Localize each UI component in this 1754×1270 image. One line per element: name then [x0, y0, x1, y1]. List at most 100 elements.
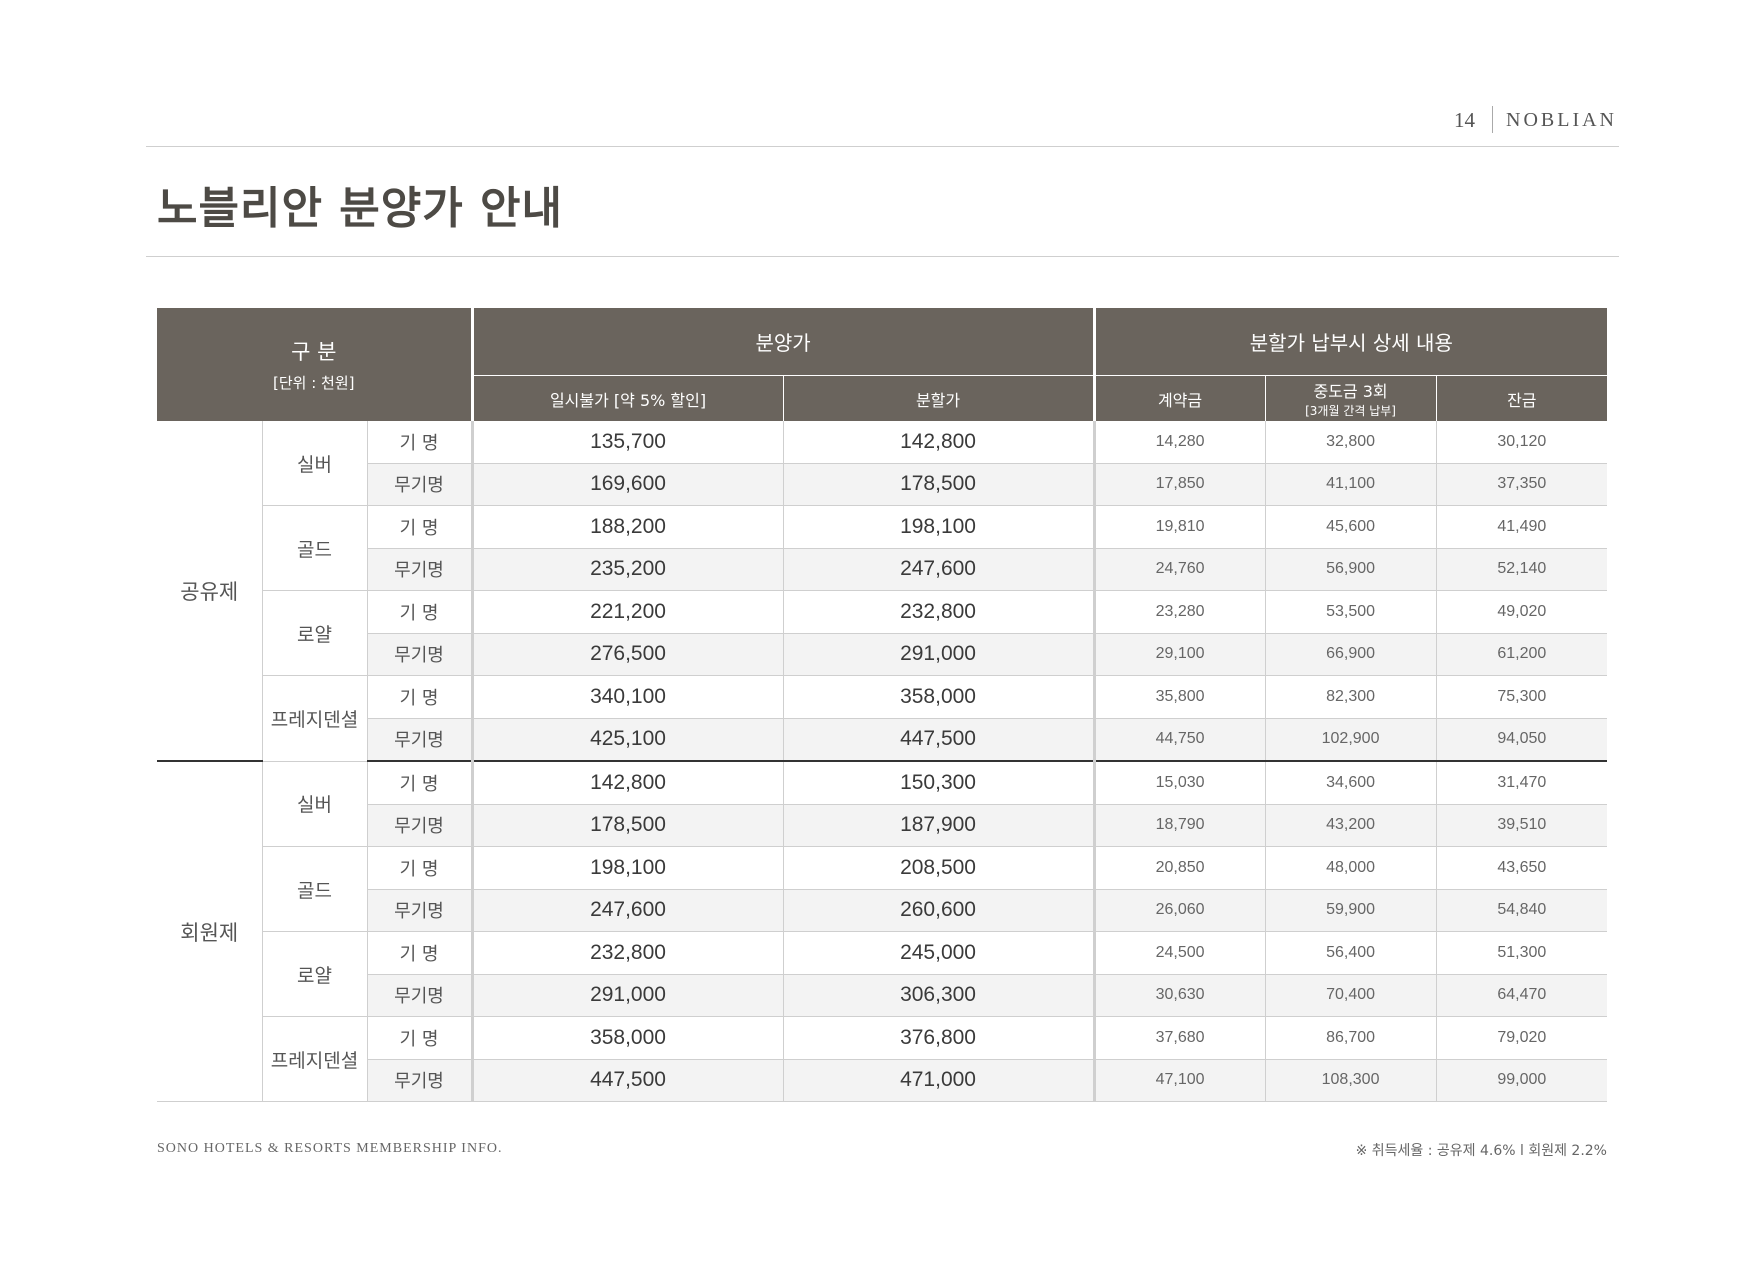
balance-cell: 61,200	[1436, 633, 1608, 676]
deposit-cell: 15,030	[1094, 761, 1266, 805]
deposit-cell: 29,100	[1094, 633, 1266, 676]
installment-price-cell: 232,800	[783, 590, 1096, 634]
deposit-cell: 23,280	[1094, 590, 1266, 634]
deposit-cell: 30,630	[1094, 974, 1266, 1017]
registration-type-cell: 무기명	[367, 633, 474, 676]
deposit-cell: 47,100	[1094, 1059, 1266, 1102]
registration-type-cell: 기 명	[367, 421, 474, 464]
header-interim-label: 중도금 3회	[1313, 382, 1388, 401]
interim-payment-cell: 56,400	[1265, 931, 1437, 975]
footer-membership-info: SONO HOTELS & RESORTS MEMBERSHIP INFO.	[157, 1141, 503, 1156]
footer-tax-note: ※ 취득세율 : 공유제 4.6% l 회원제 2.2%	[1355, 1143, 1607, 1159]
table-row: 무기명 447,500 471,000 47,100 108,300 99,000	[157, 1059, 1608, 1102]
interim-payment-cell: 43,200	[1265, 804, 1437, 847]
balance-cell: 52,140	[1436, 548, 1608, 591]
header-installment-detail: 분할가 납부시 상세 내용	[1094, 308, 1608, 376]
header-deposit: 계약금	[1094, 375, 1266, 421]
registration-type-cell: 기 명	[367, 675, 474, 719]
category-cell: 공유제	[157, 421, 263, 762]
interim-payment-cell: 32,800	[1265, 421, 1437, 464]
installment-price-cell: 260,600	[783, 889, 1096, 932]
table-row: 프레지덴셜 기 명 340,100 358,000 35,800 82,300 75,300	[157, 675, 1608, 762]
lump-sum-price-cell: 235,200	[472, 548, 784, 591]
grade-cell: 실버	[262, 421, 368, 506]
lump-sum-price-cell: 340,100	[472, 675, 784, 719]
lump-sum-price-cell: 276,500	[472, 633, 784, 676]
grade-cell: 골드	[262, 846, 368, 932]
table-row: 무기명 291,000 306,300 30,630 70,400 64,470	[157, 974, 1608, 1017]
header-installment: 분할가	[783, 375, 1096, 421]
deposit-cell: 24,760	[1094, 548, 1266, 591]
interim-payment-cell: 53,500	[1265, 590, 1437, 634]
grade-cell: 실버	[262, 761, 368, 847]
installment-price-cell: 447,500	[783, 718, 1096, 762]
installment-price-cell: 247,600	[783, 548, 1096, 591]
installment-price-cell: 142,800	[783, 421, 1096, 464]
interim-payment-cell: 41,100	[1265, 463, 1437, 506]
lump-sum-price-cell: 188,200	[472, 505, 784, 549]
table-row: 무기명 425,100 447,500 44,750 102,900 94,050	[157, 718, 1608, 762]
registration-type-cell: 무기명	[367, 974, 474, 1017]
price-table: 구 분 [단위 : 천원] 분양가 분할가 납부시 상세 내용 일시불가 [약 …	[157, 308, 1608, 1102]
title-divider	[146, 256, 1619, 257]
grade-cell: 프레지덴셜	[262, 1016, 368, 1102]
installment-price-cell: 198,100	[783, 505, 1096, 549]
lump-sum-price-cell: 135,700	[472, 421, 784, 464]
lump-sum-price-cell: 358,000	[472, 1016, 784, 1060]
table-row: 무기명 178,500 187,900 18,790 43,200 39,510	[157, 804, 1608, 847]
balance-cell: 41,490	[1436, 505, 1608, 549]
interim-payment-cell: 66,900	[1265, 633, 1437, 676]
table-row: 프레지덴셜 기 명 358,000 376,800 37,680 86,700 79,020	[157, 1016, 1608, 1102]
interim-payment-cell: 86,700	[1265, 1016, 1437, 1060]
interim-payment-cell: 108,300	[1265, 1059, 1437, 1102]
grade-cell: 골드	[262, 505, 368, 591]
lump-sum-price-cell: 447,500	[472, 1059, 784, 1102]
grade-cell: 로얄	[262, 931, 368, 1017]
header-divider	[1492, 106, 1493, 133]
registration-type-cell: 무기명	[367, 548, 474, 591]
installment-price-cell: 208,500	[783, 846, 1096, 890]
installment-price-cell: 150,300	[783, 761, 1096, 805]
balance-cell: 54,840	[1436, 889, 1608, 932]
deposit-cell: 37,680	[1094, 1016, 1266, 1060]
table-row: 로얄 기 명 232,800 245,000 24,500 56,400 51,300	[157, 931, 1608, 1017]
deposit-cell: 26,060	[1094, 889, 1266, 932]
balance-cell: 99,000	[1436, 1059, 1608, 1102]
registration-type-cell: 기 명	[367, 846, 474, 890]
lump-sum-price-cell: 221,200	[472, 590, 784, 634]
registration-type-cell: 무기명	[367, 718, 474, 762]
registration-type-cell: 기 명	[367, 931, 474, 975]
balance-cell: 31,470	[1436, 761, 1608, 805]
registration-type-cell: 무기명	[367, 463, 474, 506]
registration-type-cell: 기 명	[367, 1016, 474, 1060]
balance-cell: 37,350	[1436, 463, 1608, 506]
interim-payment-cell: 56,900	[1265, 548, 1437, 591]
deposit-cell: 35,800	[1094, 675, 1266, 719]
price-table-body: 공유제 실버 기 명 135,700 142,800 14,280 32,800 30,120…	[157, 421, 1608, 1102]
registration-type-cell: 무기명	[367, 1059, 474, 1102]
table-row: 공유제 실버 기 명 135,700 142,800 14,280 32,800 30,120	[157, 421, 1608, 762]
lump-sum-price-cell: 232,800	[472, 931, 784, 975]
installment-price-cell: 471,000	[783, 1059, 1096, 1102]
lump-sum-price-cell: 169,600	[472, 463, 784, 506]
table-row: 무기명 247,600 260,600 26,060 59,900 54,840	[157, 889, 1608, 932]
deposit-cell: 20,850	[1094, 846, 1266, 890]
lump-sum-price-cell: 247,600	[472, 889, 784, 932]
deposit-cell: 14,280	[1094, 421, 1266, 464]
balance-cell: 39,510	[1436, 804, 1608, 847]
lump-sum-price-cell: 178,500	[472, 804, 784, 847]
interim-payment-cell: 82,300	[1265, 675, 1437, 719]
installment-price-cell: 187,900	[783, 804, 1096, 847]
category-cell: 회원제	[157, 761, 263, 1102]
table-row: 골드 기 명 188,200 198,100 19,810 45,600 41,490	[157, 505, 1608, 591]
lump-sum-price-cell: 291,000	[472, 974, 784, 1017]
grade-cell: 로얄	[262, 590, 368, 676]
registration-type-cell: 무기명	[367, 889, 474, 932]
installment-price-cell: 178,500	[783, 463, 1096, 506]
balance-cell: 43,650	[1436, 846, 1608, 890]
lump-sum-price-cell: 142,800	[472, 761, 784, 805]
deposit-cell: 24,500	[1094, 931, 1266, 975]
interim-payment-cell: 45,600	[1265, 505, 1437, 549]
page-title: 노블리안 분양가 안내	[157, 183, 563, 234]
deposit-cell: 17,850	[1094, 463, 1266, 506]
